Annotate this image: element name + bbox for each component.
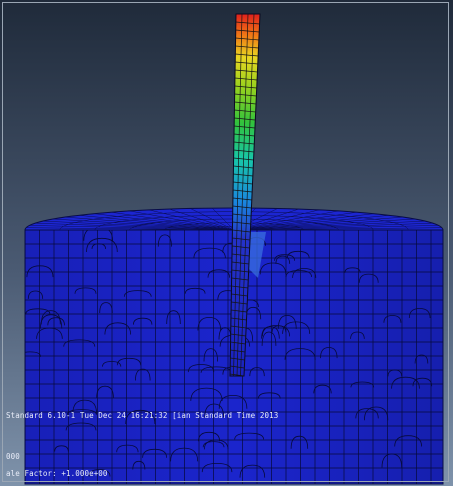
mesh-curve [381,453,403,468]
mesh-curve [364,406,389,421]
mesh-curve [271,325,287,333]
mesh-curve [234,432,264,440]
mesh-curve [193,247,226,259]
mesh-curve [262,325,290,337]
mesh-curve [116,357,142,366]
mesh-curve [412,377,433,387]
mesh-curve [67,409,97,415]
mesh-curve [26,265,54,278]
mesh-curve [408,308,431,319]
mesh-curve [218,394,248,409]
mesh-curve [166,310,181,325]
mesh-curve [274,254,295,261]
mesh-curve [277,314,297,329]
mesh-curve [284,348,316,360]
mesh-curve [394,435,422,447]
mesh-curve [74,287,97,294]
mesh-curve [344,267,361,273]
mesh-curve [72,399,97,414]
mesh-curve [258,392,281,399]
mesh-curve [313,384,332,394]
mesh-curve [290,435,309,449]
mesh-curve [355,408,379,419]
mesh-curve [25,351,41,357]
mesh-curve [261,331,277,346]
mesh-curve [190,387,223,401]
mesh-line [240,13,255,377]
mesh-curve [83,230,113,241]
mesh-curve [387,369,403,377]
mesh-curve [282,321,311,334]
mesh-curve [47,317,65,326]
deformation-scale-text: ale Factor: +1.000e+00 [6,469,108,478]
mesh-curve [125,409,156,425]
mesh-curve [65,422,97,431]
step-info-text: 000 [6,452,20,461]
mesh-curve [170,447,199,462]
mesh-curve [88,469,111,477]
version-info-text: Standard 6.10-1 Tue Dec 24 16:21:32 [ian… [6,411,279,420]
mesh-curve [198,431,220,442]
mesh-curve [204,403,224,418]
mesh-curve [184,287,206,294]
pile-element [229,13,261,377]
mesh-curve [102,361,122,367]
mesh-curve [391,376,420,389]
mesh-curve [414,354,429,364]
mesh-curve [292,268,317,278]
mesh-curve [285,270,312,278]
mesh-curve [142,448,167,458]
mesh-curve [203,439,229,450]
mesh-curve [259,262,287,275]
mesh-curve [123,290,152,297]
mesh-curve [157,234,172,247]
mesh-curve [86,237,118,253]
mesh-curve [99,302,113,314]
mesh-curve [104,322,131,335]
mesh-curve [135,368,151,381]
soil-highlight [246,232,266,278]
mesh-curve [320,347,338,359]
mesh-curve [63,339,96,347]
mesh-curve [40,310,61,325]
mesh-curve [116,444,139,453]
mesh-curve [203,348,218,362]
mesh-curve [54,445,69,452]
mesh-curve [187,364,215,373]
mesh-curve [202,441,225,448]
mesh-curve [249,367,265,377]
mesh-curve [25,308,51,315]
mesh-curve [350,331,365,339]
mesh-curve [27,290,44,299]
mesh-line [233,13,243,377]
mesh-curve [201,462,233,473]
mesh-curve [275,255,291,264]
mesh-curve [133,317,153,325]
mesh-curve [36,327,63,339]
mesh-curve [132,460,146,470]
mesh-curve [96,385,114,398]
mesh-curve [350,381,375,388]
mesh-curve [91,243,106,250]
mesh-line [236,13,249,377]
mesh-curve [383,315,402,323]
mesh-curve [207,269,230,278]
mesh-curve [358,273,379,283]
mesh-curve [197,316,222,331]
mesh-curve [239,464,266,478]
mesh-curve [261,326,280,339]
